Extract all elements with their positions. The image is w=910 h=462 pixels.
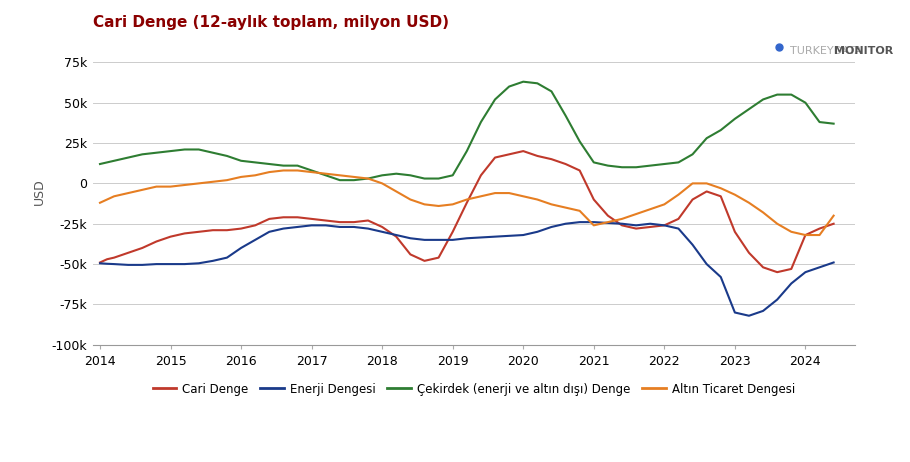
Text: TURKEYDATA: TURKEYDATA [790,46,862,56]
Text: Cari Denge (12-aylık toplam, milyon USD): Cari Denge (12-aylık toplam, milyon USD) [93,15,449,30]
Y-axis label: USD: USD [33,178,46,205]
Legend: Cari Denge, Enerji Dengesi, Çekirdek (enerji ve altın dışı) Denge, Altın Ticaret: Cari Denge, Enerji Dengesi, Çekirdek (en… [148,378,800,400]
Text: MONITOR: MONITOR [834,46,894,56]
